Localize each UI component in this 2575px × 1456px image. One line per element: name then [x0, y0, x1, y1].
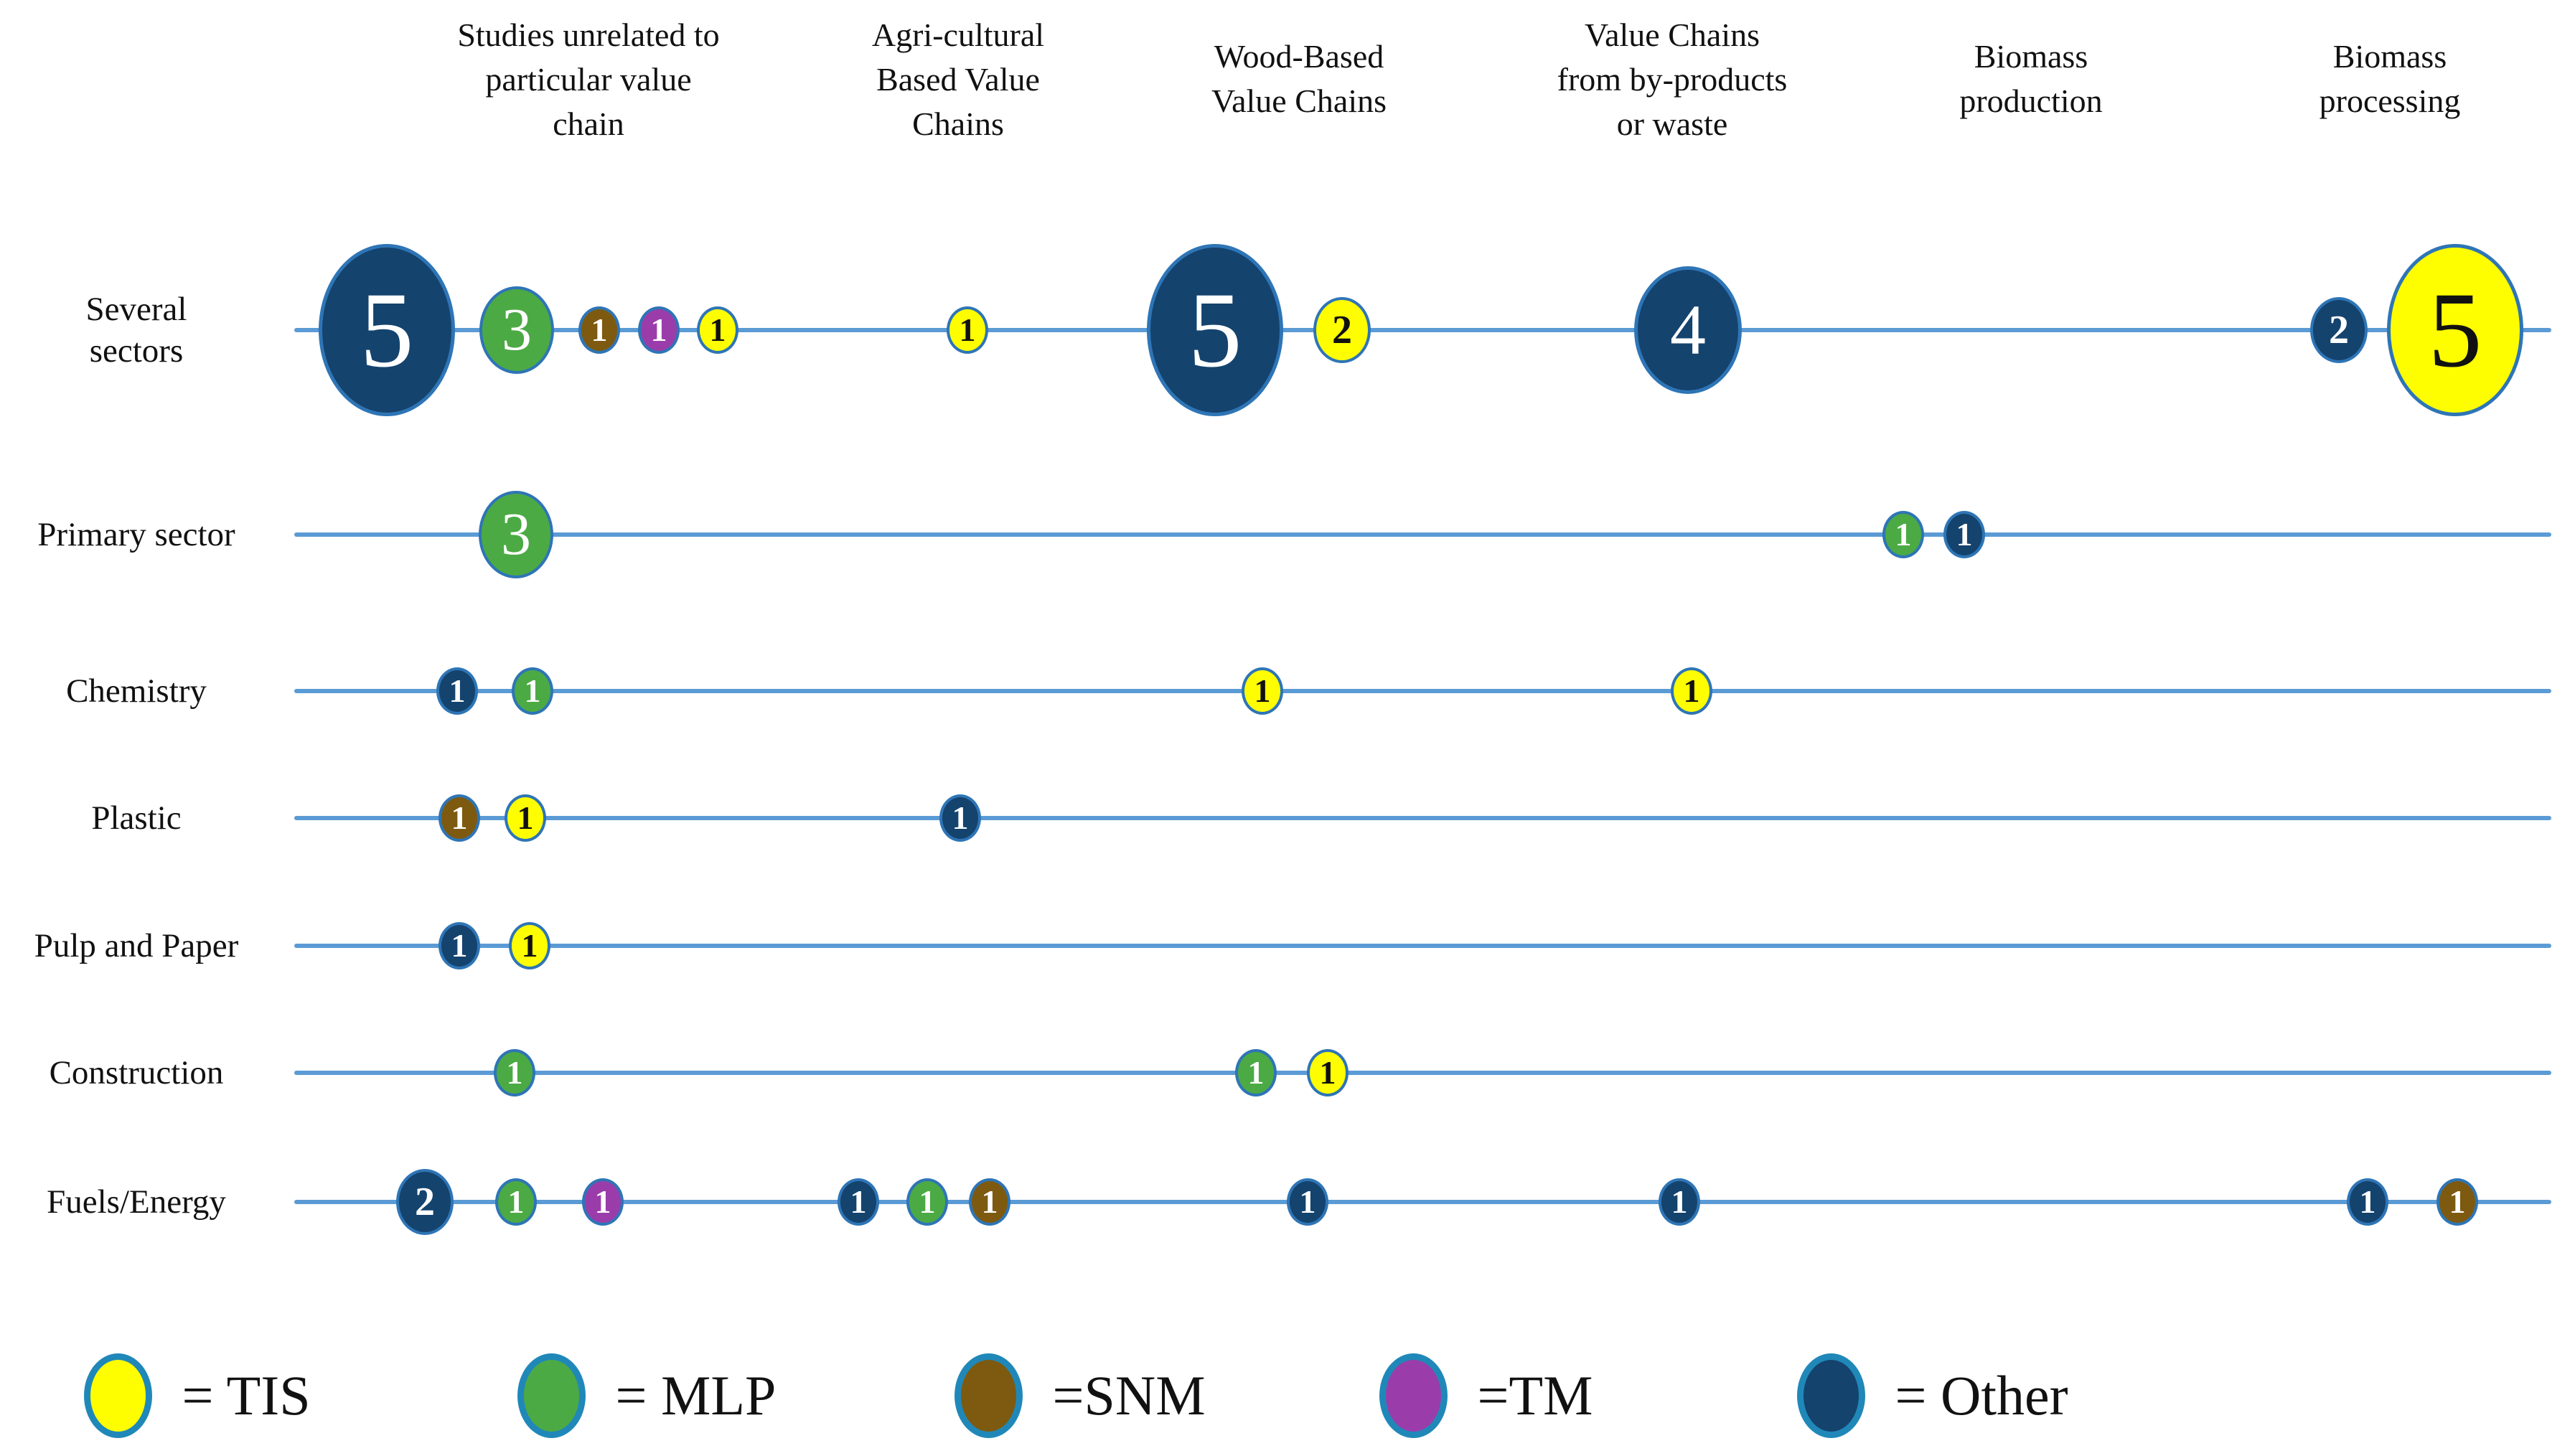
- bubble-other: 1: [438, 922, 480, 969]
- column-header-line: chain: [553, 105, 624, 142]
- bubble-tis: 1: [1242, 667, 1283, 715]
- column-header-3: Wood-Based Value Chains: [1098, 34, 1500, 123]
- bubble-tis: 5: [2387, 244, 2523, 416]
- bubble-tis: 1: [947, 306, 988, 354]
- bubble-snm: 1: [438, 794, 480, 842]
- legend-label-other: = Other: [1895, 1364, 2068, 1427]
- bubble-tm: 1: [638, 306, 680, 354]
- row-label-4: Plastic: [7, 797, 266, 839]
- bubble-other: 1: [1287, 1178, 1328, 1226]
- bubble-other: 4: [1634, 266, 1742, 394]
- legend-circle-tis: [83, 1353, 152, 1438]
- bubble-other: 1: [939, 794, 981, 842]
- column-header-1: Studies unrelated to particular value chai…: [388, 13, 789, 146]
- column-header-line: from by-products: [1557, 61, 1788, 98]
- row-axis-line: [294, 689, 2551, 693]
- row-axis-line: [294, 944, 2551, 948]
- bubble-tis: 2: [1313, 297, 1371, 363]
- column-header-line: Value Chains: [1211, 83, 1387, 119]
- column-header-line: Studies unrelated to: [457, 17, 720, 53]
- row-axis-line: [294, 816, 2551, 820]
- bubble-mlp: 1: [1882, 511, 1924, 558]
- row-label-5: Pulp and Paper: [7, 925, 266, 967]
- bubble-snm: 1: [2436, 1178, 2478, 1226]
- column-header-6: Biomass processing: [2189, 34, 2575, 123]
- column-header-4: Value Chains from by-products or waste: [1471, 13, 1873, 146]
- bubble-other: 5: [1147, 244, 1283, 416]
- bubble-mlp: 1: [1235, 1049, 1277, 1096]
- bubble-other: 5: [319, 244, 455, 416]
- row-label-3: Chemistry: [7, 670, 266, 712]
- bubble-other: 1: [1943, 511, 1985, 558]
- row-label-7: Fuels/Energy: [7, 1181, 266, 1223]
- row-label-line: Pulp and Paper: [34, 927, 239, 964]
- column-header-5: Biomass production: [1830, 34, 2232, 123]
- column-header-line: Based Value: [876, 61, 1040, 98]
- legend-circle-other: [1796, 1353, 1865, 1438]
- column-header-line: processing: [2319, 83, 2461, 119]
- legend-item-tis: = TIS: [83, 1353, 311, 1438]
- column-header-line: production: [1959, 83, 2103, 119]
- legend-label-snm: =SNM: [1052, 1364, 1206, 1427]
- bubble-mlp: 1: [495, 1178, 537, 1226]
- bubble-tis: 1: [509, 922, 550, 969]
- bubble-other: 1: [436, 667, 478, 715]
- bubble-snm: 1: [578, 306, 620, 354]
- row-label-line: Several: [85, 291, 187, 328]
- row-label-line: Chemistry: [66, 672, 207, 710]
- legend-item-tm: =TM: [1379, 1353, 1593, 1438]
- column-header-line: Biomass: [2332, 38, 2447, 75]
- bubble-mlp: 1: [494, 1049, 535, 1096]
- column-header-line: Biomass: [1974, 38, 2088, 75]
- bubble-tis: 1: [697, 306, 738, 354]
- legend-item-other: = Other: [1796, 1353, 2068, 1438]
- legend-label-tis: = TIS: [182, 1364, 311, 1427]
- row-axis-line: [294, 532, 2551, 537]
- column-header-line: Agri-cultural: [871, 17, 1045, 53]
- row-label-6: Construction: [7, 1052, 266, 1094]
- bubble-tis: 1: [1307, 1049, 1349, 1096]
- column-header-line: Chains: [912, 105, 1004, 142]
- row-label-1: Several sectors: [7, 288, 266, 372]
- row-label-line: sectors: [89, 332, 184, 370]
- bubble-other: 1: [838, 1178, 879, 1226]
- bubble-tis: 1: [1671, 667, 1712, 715]
- column-header-line: Value Chains: [1584, 17, 1760, 53]
- row-axis-line: [294, 1200, 2551, 1204]
- bubble-tis: 1: [505, 794, 546, 842]
- column-header-line: Wood-Based: [1214, 38, 1384, 75]
- bubble-mlp: 1: [906, 1178, 948, 1226]
- column-header-line: or waste: [1616, 105, 1728, 142]
- bubble-tm: 1: [582, 1178, 624, 1226]
- row-label-2: Primary sector: [7, 514, 266, 555]
- legend-circle-snm: [954, 1353, 1023, 1438]
- column-header-2: Agri-cultural Based Value Chains: [757, 13, 1159, 146]
- legend-circle-tm: [1379, 1353, 1448, 1438]
- bubble-other: 1: [2347, 1178, 2388, 1226]
- row-axis-line: [294, 1071, 2551, 1075]
- bubble-snm: 1: [969, 1178, 1010, 1226]
- bubble-other: 1: [1659, 1178, 1700, 1226]
- column-header-line: particular value: [485, 61, 692, 98]
- row-label-line: Primary sector: [37, 516, 235, 553]
- bubble-mlp: 3: [479, 286, 554, 374]
- bubble-other: 2: [396, 1169, 454, 1235]
- legend-label-mlp: = MLP: [615, 1364, 777, 1427]
- bubble-mlp: 1: [512, 667, 553, 715]
- row-label-line: Fuels/Energy: [47, 1183, 226, 1221]
- bubble-other: 2: [2310, 297, 2368, 363]
- legend-circle-mlp: [517, 1353, 586, 1438]
- row-label-line: Construction: [49, 1054, 224, 1091]
- row-label-line: Plastic: [91, 799, 182, 837]
- row-axis-line: [294, 328, 2551, 332]
- legend-item-mlp: = MLP: [517, 1353, 777, 1438]
- legend-item-snm: =SNM: [954, 1353, 1206, 1438]
- bubble-mlp: 3: [479, 491, 553, 578]
- legend-label-tm: =TM: [1477, 1364, 1593, 1427]
